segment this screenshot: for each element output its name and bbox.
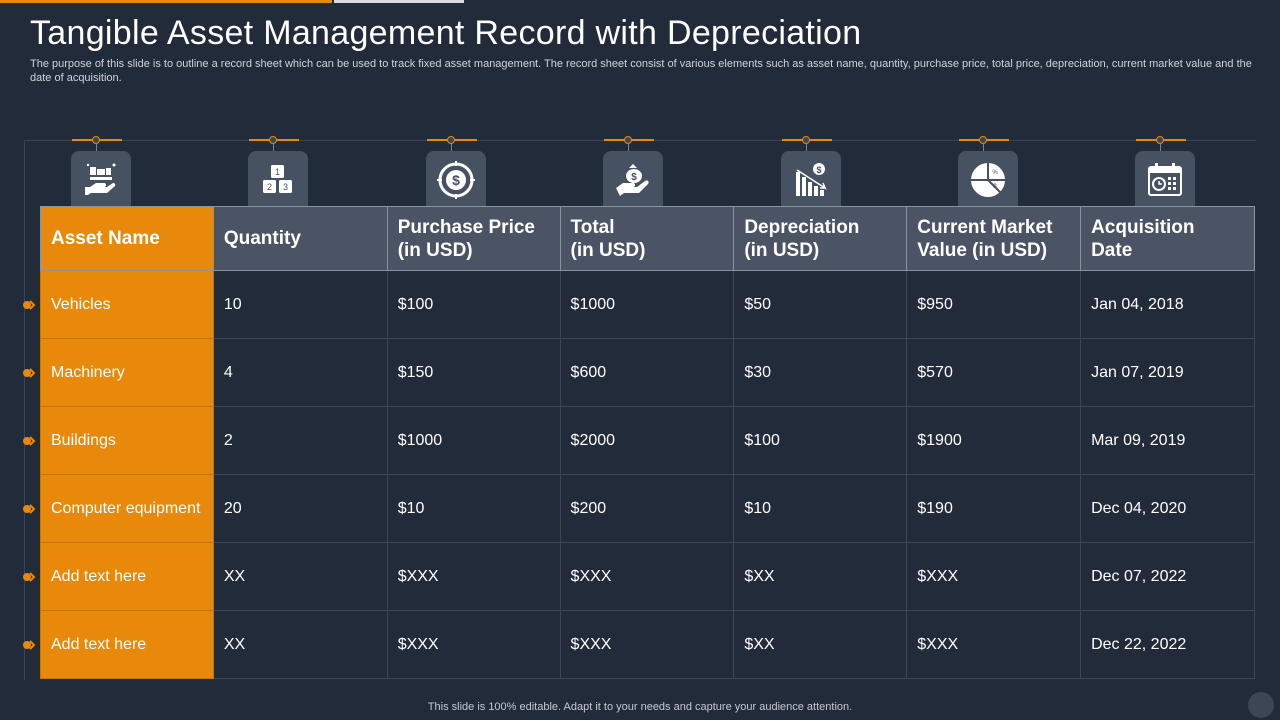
- cell-current-market-value: $XXX: [906, 542, 1082, 611]
- header-depreciation: Depreciation (in USD): [733, 206, 908, 271]
- header-purchase-price: Purchase Price (in USD): [386, 206, 561, 271]
- cell-quantity: XX: [212, 610, 388, 679]
- cell-asset-name: Computer equipment: [40, 474, 214, 543]
- row-bullet-icon: [23, 504, 36, 514]
- cell-depreciation: $30: [733, 338, 908, 407]
- svg-text:$: $: [993, 184, 997, 190]
- cell-depreciation: $10: [733, 474, 908, 543]
- row-bullet-icon: [23, 368, 36, 378]
- acquisition-date-header-icon-tab: [1135, 134, 1197, 209]
- money-bag-hand-icon: $: [616, 164, 649, 196]
- cell-purchase-price: $XXX: [386, 610, 561, 679]
- cell-purchase-price: $XXX: [386, 542, 561, 611]
- cell-depreciation: $100: [733, 406, 908, 475]
- cell-current-market-value: $950: [906, 270, 1082, 339]
- market-value-header-icon-tab: % $: [958, 134, 1020, 209]
- table-header-row: Asset Name Quantity Purchase Price (in U…: [40, 206, 1255, 271]
- corner-circle: [1248, 692, 1274, 718]
- table-row: Vehicles 10 $100 $1000 $50 $950 Jan 04, …: [40, 270, 1255, 339]
- table-row: Machinery 4 $150 $600 $30 $570 Jan 07, 2…: [40, 338, 1255, 407]
- cell-acquisition-date: Dec 22, 2022: [1080, 610, 1255, 679]
- table-row: Add text here XX $XXX $XXX $XX $XXX Dec …: [40, 610, 1255, 679]
- cell-total: $XXX: [559, 542, 735, 611]
- header-asset-name: Asset Name: [40, 206, 214, 271]
- cell-quantity: 10: [212, 270, 388, 339]
- cell-depreciation: $50: [733, 270, 908, 339]
- cell-asset-name: Vehicles: [40, 270, 214, 339]
- asset-record-table: Asset Name Quantity Purchase Price (in U…: [40, 206, 1255, 679]
- svg-text:3: 3: [283, 182, 288, 192]
- cell-acquisition-date: Mar 09, 2019: [1080, 406, 1255, 475]
- footer-note: This slide is 100% editable. Adapt it to…: [427, 701, 853, 713]
- cell-asset-name: Add text here: [40, 610, 214, 679]
- cell-current-market-value: $1900: [906, 406, 1082, 475]
- svg-text:$: $: [452, 172, 460, 188]
- declining-chart-dollar-icon: $: [796, 163, 827, 196]
- cell-acquisition-date: Dec 04, 2020: [1080, 474, 1255, 543]
- row-bullet-icon: [23, 300, 36, 310]
- cell-current-market-value: $570: [906, 338, 1082, 407]
- cell-purchase-price: $100: [386, 270, 561, 339]
- table-row: Buildings 2 $1000 $2000 $100 $1900 Mar 0…: [40, 406, 1255, 475]
- cell-acquisition-date: Jan 04, 2018: [1080, 270, 1255, 339]
- page-title: Tangible Asset Management Record with De…: [30, 14, 862, 52]
- numbered-blocks-icon: 1 2 3: [263, 165, 292, 193]
- svg-text:1: 1: [275, 167, 280, 177]
- frame-line-left: [24, 140, 25, 680]
- table-row: Add text here XX $XXX $XXX $XX $XXX Dec …: [40, 542, 1255, 611]
- cell-total: $1000: [559, 270, 735, 339]
- cell-acquisition-date: Jan 07, 2019: [1080, 338, 1255, 407]
- top-white-bar: [334, 0, 464, 3]
- header-current-market-value: Current Market Value (in USD): [906, 206, 1082, 271]
- svg-text:%: %: [992, 170, 998, 176]
- pie-chart-icon: % $: [971, 163, 1005, 197]
- row-bullet-icon: [23, 572, 36, 582]
- depreciation-header-icon-tab: $: [781, 134, 843, 209]
- cell-current-market-value: $190: [906, 474, 1082, 543]
- cell-purchase-price: $1000: [386, 406, 561, 475]
- asset-name-header-icon-tab: [71, 134, 133, 209]
- header-quantity: Quantity: [212, 206, 388, 271]
- quantity-header-icon-tab: 1 2 3: [248, 134, 310, 209]
- cell-purchase-price: $150: [386, 338, 561, 407]
- cell-asset-name: Buildings: [40, 406, 214, 475]
- asset-hand-icon: [85, 163, 116, 195]
- cell-total: $200: [559, 474, 735, 543]
- purchase-price-header-icon-tab: $: [426, 134, 488, 209]
- header-total: Total (in USD): [559, 206, 735, 271]
- cell-purchase-price: $10: [386, 474, 561, 543]
- svg-text:$: $: [816, 165, 821, 175]
- row-bullet-icon: [23, 436, 36, 446]
- cell-current-market-value: $XXX: [906, 610, 1082, 679]
- cell-quantity: 4: [212, 338, 388, 407]
- calendar-clock-icon: [1148, 163, 1182, 196]
- cell-quantity: XX: [212, 542, 388, 611]
- table-row: Computer equipment 20 $10 $200 $10 $190 …: [40, 474, 1255, 543]
- cell-quantity: 20: [212, 474, 388, 543]
- top-accent-bar: [0, 0, 332, 3]
- cell-total: $600: [559, 338, 735, 407]
- cell-asset-name: Add text here: [40, 542, 214, 611]
- cell-depreciation: $XX: [733, 610, 908, 679]
- header-acquisition-date: Acquisition Date: [1080, 206, 1255, 271]
- svg-text:2: 2: [267, 182, 272, 192]
- cell-depreciation: $XX: [733, 542, 908, 611]
- row-bullet-icon: [23, 640, 36, 650]
- total-header-icon-tab: $: [603, 134, 665, 209]
- page-subtitle: The purpose of this slide is to outline …: [30, 58, 1252, 84]
- cell-asset-name: Machinery: [40, 338, 214, 407]
- svg-text:$: $: [631, 172, 637, 183]
- cell-acquisition-date: Dec 07, 2022: [1080, 542, 1255, 611]
- cell-total: $XXX: [559, 610, 735, 679]
- dollar-coin-icon: $: [437, 161, 475, 199]
- cell-total: $2000: [559, 406, 735, 475]
- cell-quantity: 2: [212, 406, 388, 475]
